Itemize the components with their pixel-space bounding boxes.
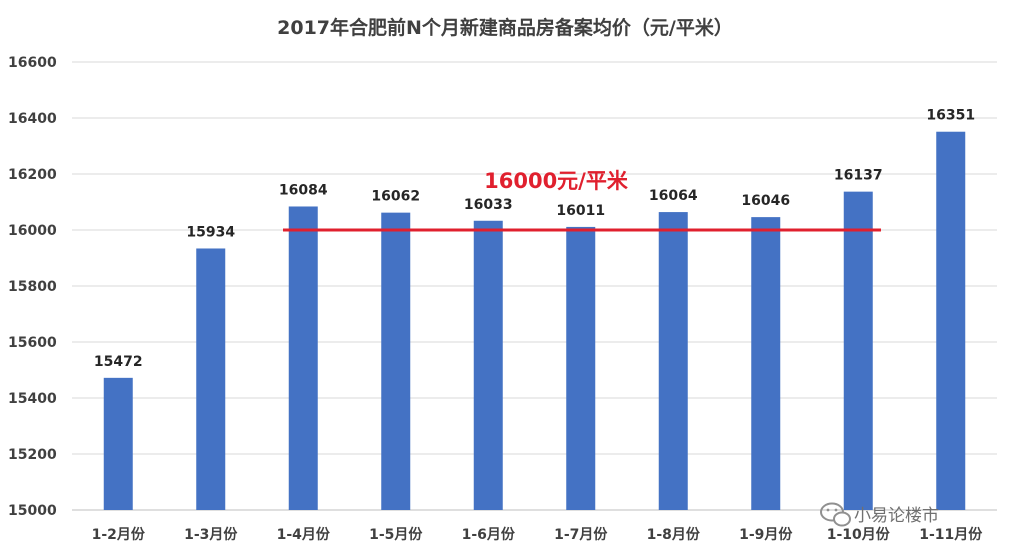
bar — [473, 220, 503, 510]
reference-line-label: 16000元/平米 — [484, 169, 629, 193]
data-label: 16084 — [279, 182, 328, 198]
bar — [103, 377, 133, 510]
bars — [103, 131, 966, 511]
watermark-text: 小易论楼市 — [854, 506, 939, 526]
x-axis-ticks: 1-2月份 1-3月份 1-4月份 1-5月份 1-6月份 1-7月份 1-8月份 1-9月份… — [92, 526, 984, 543]
x-tick-label: 1-8月份 — [647, 526, 701, 543]
bar — [936, 131, 966, 510]
y-tick-label: 16600 — [8, 55, 57, 71]
bar — [196, 248, 226, 511]
x-tick-label: 1-4月份 — [277, 526, 331, 543]
y-tick-label: 16400 — [8, 111, 57, 127]
data-label: 16351 — [926, 108, 975, 124]
x-tick-label: 1-2月份 — [92, 526, 146, 543]
data-label: 16046 — [741, 193, 790, 209]
x-tick-label: 1-3月份 — [184, 526, 238, 543]
bar — [843, 191, 873, 510]
bar — [566, 226, 596, 511]
wechat-icon — [820, 502, 851, 527]
data-label: 16033 — [464, 197, 513, 213]
y-tick-label: 16200 — [8, 167, 57, 183]
x-tick-label: 1-7月份 — [554, 526, 608, 543]
x-tick-label: 1-10月份 — [827, 526, 891, 543]
data-label: 16011 — [556, 203, 605, 219]
bar — [381, 212, 411, 510]
y-axis-ticks: 15000 15200 15400 15600 15800 16000 16200 16400… — [8, 55, 57, 519]
y-tick-label: 16000 — [8, 223, 57, 239]
y-tick-label: 15200 — [8, 447, 57, 463]
y-tick-label: 15800 — [8, 279, 57, 295]
bar — [658, 212, 688, 510]
x-tick-label: 1-9月份 — [739, 526, 793, 543]
y-tick-label: 15600 — [8, 335, 57, 351]
data-label: 16062 — [371, 189, 420, 205]
y-tick-label: 15000 — [8, 503, 57, 519]
data-label: 16137 — [834, 168, 883, 184]
data-label: 16064 — [649, 188, 698, 204]
bar — [751, 217, 781, 510]
x-tick-label: 1-11月份 — [919, 526, 983, 543]
chart-title: 2017年合肥前N个月新建商品房备案均价（元/平米） — [277, 16, 733, 39]
watermark: 小易论楼市 — [820, 502, 939, 527]
bar — [288, 206, 318, 511]
data-label: 15934 — [186, 224, 235, 240]
x-tick-label: 1-6月份 — [462, 526, 516, 543]
data-label: 15472 — [94, 354, 143, 370]
y-tick-label: 15400 — [8, 391, 57, 407]
data-labels: 15472 15934 16084 16062 16033 16011 16064 16046… — [94, 108, 975, 370]
x-tick-label: 1-5月份 — [369, 526, 423, 543]
